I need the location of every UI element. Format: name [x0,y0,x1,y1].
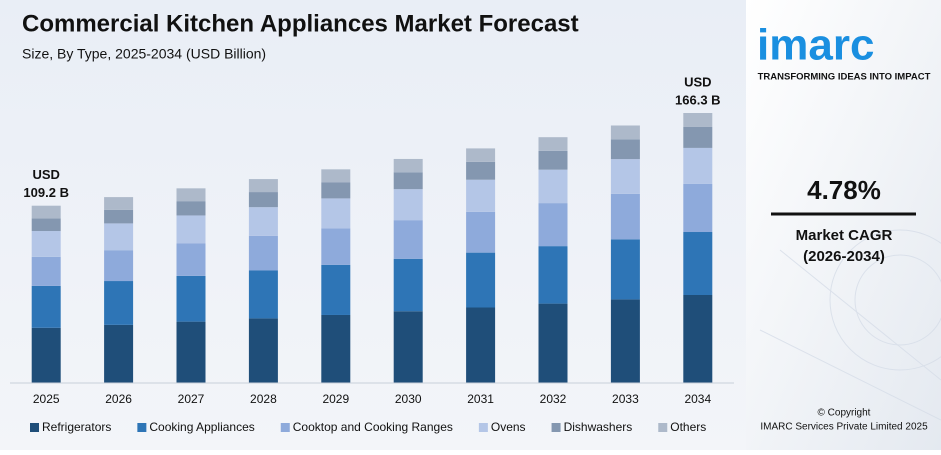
bar-segment [466,179,496,212]
cagr-value: 4.78% [807,175,881,205]
x-tick-label: 2030 [395,392,422,406]
legend-swatch [478,423,488,432]
bar-segment [610,139,640,160]
bar-segment [31,327,61,383]
bar-segment [31,205,61,219]
total-label: USD [32,167,59,182]
chart-subtitle: Size, By Type, 2025-2034 (USD Billion) [22,46,266,62]
bar-segment [104,250,134,282]
legend-swatch [280,423,290,432]
bar-segment [321,182,351,199]
bar-segment [321,169,351,183]
legend-swatch [658,423,668,432]
bar-segment [176,188,206,202]
bar-segment [248,192,278,208]
total-label: 166.3 B [675,92,721,107]
legend-label: Cooktop and Cooking Ranges [293,420,453,434]
bar-segment [466,211,496,253]
bar-segment [321,228,351,265]
bar-segment [610,193,640,240]
bar-segment [104,197,134,210]
bar-segment [610,159,640,194]
bar-segment [176,321,206,383]
bar-segment [176,275,206,322]
bar-segment [31,256,61,286]
bar-segment [610,125,640,140]
bar-segment [321,264,351,315]
sidebar-background [746,0,941,450]
chart-title: Commercial Kitchen Appliances Market For… [22,10,579,37]
bar-segment [538,303,568,383]
total-label: 109.2 B [23,185,69,200]
x-tick-label: 2033 [612,392,639,406]
bar-segment [393,258,423,312]
bar-segment [538,169,568,204]
bar-segment [393,189,423,221]
legend-swatch [551,423,561,432]
bar-segment [683,147,713,184]
cagr-period: (2026-2034) [803,248,885,265]
x-tick-label: 2029 [322,392,349,406]
legend-label: Dishwashers [564,420,633,434]
bar-segment [321,314,351,383]
bar-segment [538,137,568,151]
sidebar-decoration [759,229,941,421]
copyright: © Copyright [818,408,871,419]
bar-segment [683,183,713,233]
bar-segment [393,311,423,383]
bar-segment [176,215,206,244]
bar-segment [538,150,568,170]
bar-segment [683,113,713,127]
bar-segment [104,209,134,224]
bar-segment [176,243,206,276]
legend-label: Others [670,420,706,434]
x-tick-label: 2025 [33,392,60,406]
bar-segment [104,324,134,383]
bar-segment [248,207,278,236]
x-tick-label: 2032 [540,392,567,406]
x-tick-label: 2026 [105,392,132,406]
bar-segment [538,203,568,247]
company: IMARC Services Private Limited 2025 [760,422,928,433]
bar-segment [466,307,496,383]
bar-segment [248,270,278,319]
bar-segment [104,223,134,251]
x-tick-label: 2027 [178,392,205,406]
bar-segment [248,235,278,271]
logo: imarc [757,21,874,70]
legend-swatch [30,423,39,432]
bar-segment [683,232,713,296]
bar-segment [31,218,61,232]
bar-segment [321,198,351,229]
bar-segment [393,220,423,259]
legend-label: Ovens [491,420,526,434]
bar-segment [466,148,496,162]
bar-segment [176,201,206,216]
legend-label: Cooking Appliances [149,420,254,434]
legend-swatch [137,423,147,432]
x-tick-label: 2034 [684,392,711,406]
x-tick-label: 2031 [467,392,494,406]
bar-segment [683,126,713,148]
bar-segment [466,252,496,308]
bar-segment [393,172,423,190]
total-label: USD [684,74,711,89]
bar-segment [31,231,61,257]
bar-segment [683,295,713,383]
bar-segment [31,285,61,328]
bar-segment [538,246,568,304]
tagline: TRANSFORMING IDEAS INTO IMPACT [758,72,931,83]
cagr-label: Market CAGR [796,227,893,244]
legend-label: Refrigerators [42,420,111,434]
bar-segment [393,158,423,173]
bar-segment [466,161,496,180]
bar-segment [248,179,278,193]
bar-segment [610,299,640,383]
bar-segment [248,318,278,383]
x-tick-label: 2028 [250,392,277,406]
bar-segment [610,239,640,300]
bar-segment [104,281,134,325]
